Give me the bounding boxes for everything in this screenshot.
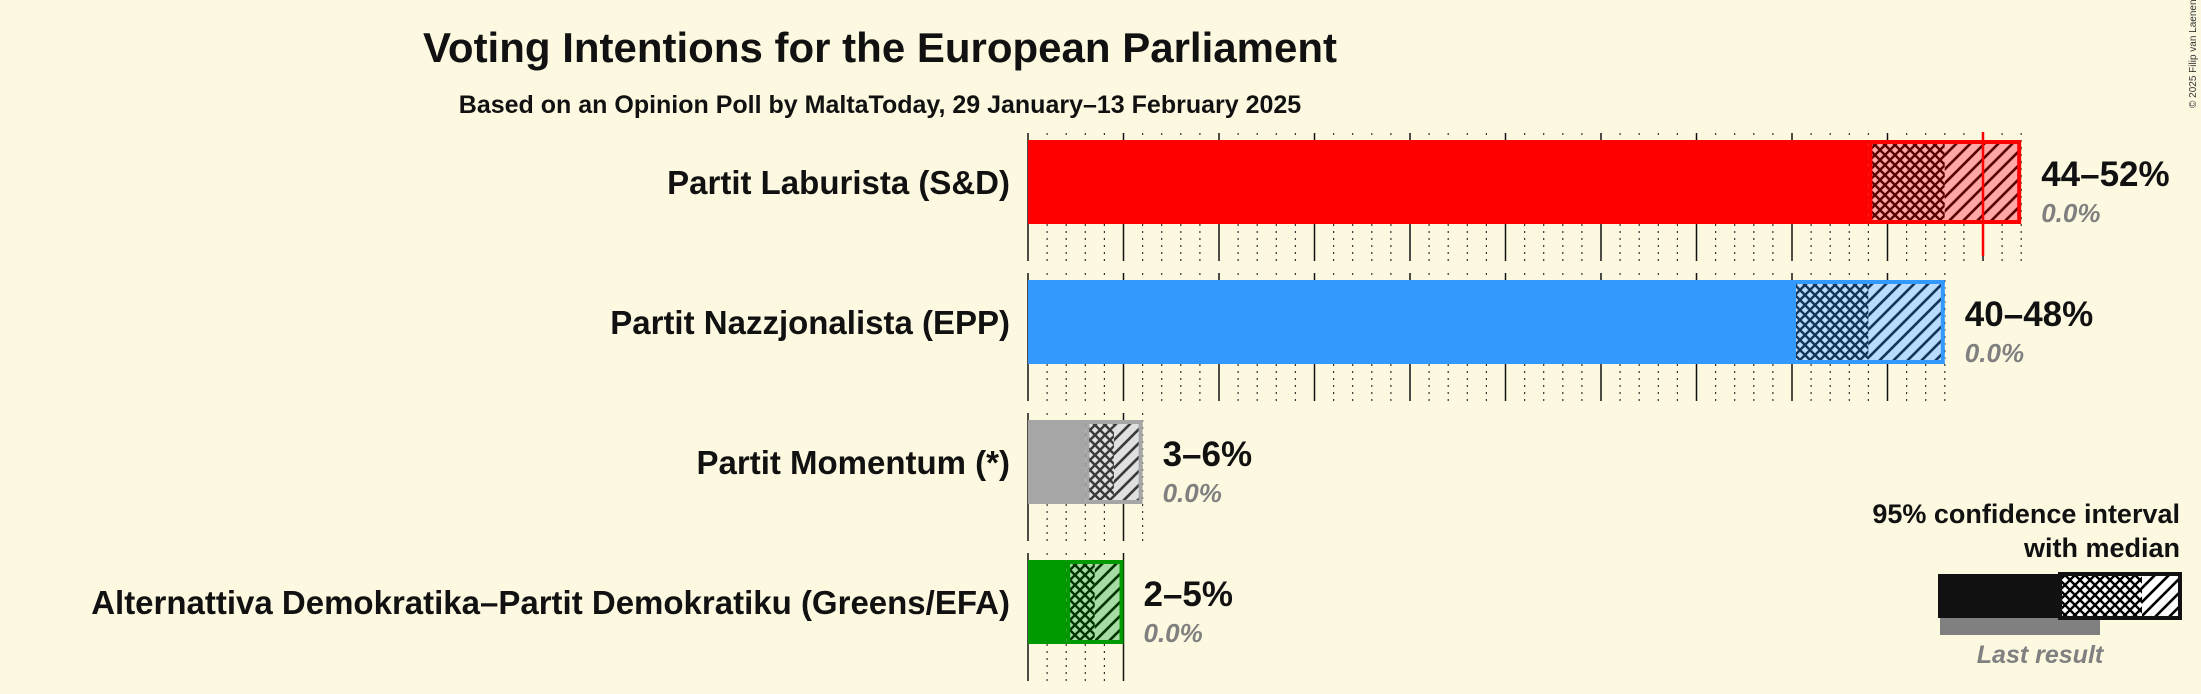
- bars: Partit Laburista (S&D) 44–52% 0.0% Partit N…: [91, 132, 2170, 648]
- bar-interval-outline: [1868, 140, 2022, 224]
- party-label: Partit Nazzjonalista (EPP): [610, 304, 1010, 341]
- bar-median-segment: [1028, 280, 1792, 364]
- copyright: © 2025 Filip van Laenen: [2188, 0, 2199, 108]
- bar-interval-upper: [1113, 420, 1143, 504]
- range-label: 44–52%: [2041, 155, 2169, 194]
- bar-median-segment: [1028, 560, 1067, 644]
- last-result-label: 0.0%: [1965, 338, 2024, 368]
- bar-interval-lower: [1792, 280, 1869, 364]
- chart-title: Voting Intentions for the European Parli…: [423, 24, 1337, 71]
- legend-interval-outline: [2058, 572, 2182, 620]
- last-result-label: 0.0%: [1144, 618, 1203, 648]
- bar-interval-upper: [1868, 280, 1945, 364]
- bar-interval-upper: [1094, 560, 1124, 644]
- party-label: Partit Momentum (*): [697, 444, 1011, 481]
- party-label: Alternattiva Demokratika–Partit Demokrat…: [91, 584, 1010, 621]
- bar-interval-outline: [1792, 280, 1945, 364]
- last-result-label: 0.0%: [2041, 198, 2100, 228]
- range-label: 3–6%: [1163, 435, 1253, 474]
- chart-subtitle: Based on an Opinion Poll by MaltaToday, …: [459, 91, 1302, 119]
- bar-median-segment: [1028, 140, 1869, 224]
- bar-median-segment: [1028, 420, 1086, 504]
- bar-interval-lower: [1868, 140, 1945, 224]
- legend-last-result-label: Last result: [1977, 641, 2105, 669]
- legend-interval-lower-swatch: [2060, 574, 2142, 618]
- range-label: 2–5%: [1144, 575, 1234, 614]
- last-result-label: 0.0%: [1163, 478, 1222, 508]
- legend-title-line1: 95% confidence interval: [1872, 499, 2180, 529]
- bar-interval-lower: [1066, 560, 1095, 644]
- legend-title-line2: with median: [2023, 533, 2180, 563]
- bar-interval-outline: [1066, 560, 1124, 644]
- bar-interval-lower: [1085, 420, 1114, 504]
- range-label: 40–48%: [1965, 295, 2093, 334]
- party-label: Partit Laburista (S&D): [667, 164, 1010, 201]
- legend-interval-upper-swatch: [2142, 574, 2180, 618]
- bar-interval-outline: [1085, 420, 1143, 504]
- legend-last-result-swatch: [1940, 617, 2100, 635]
- legend: 95% confidence interval with median Last…: [1872, 499, 2182, 669]
- legend-median-swatch: [1938, 574, 2060, 618]
